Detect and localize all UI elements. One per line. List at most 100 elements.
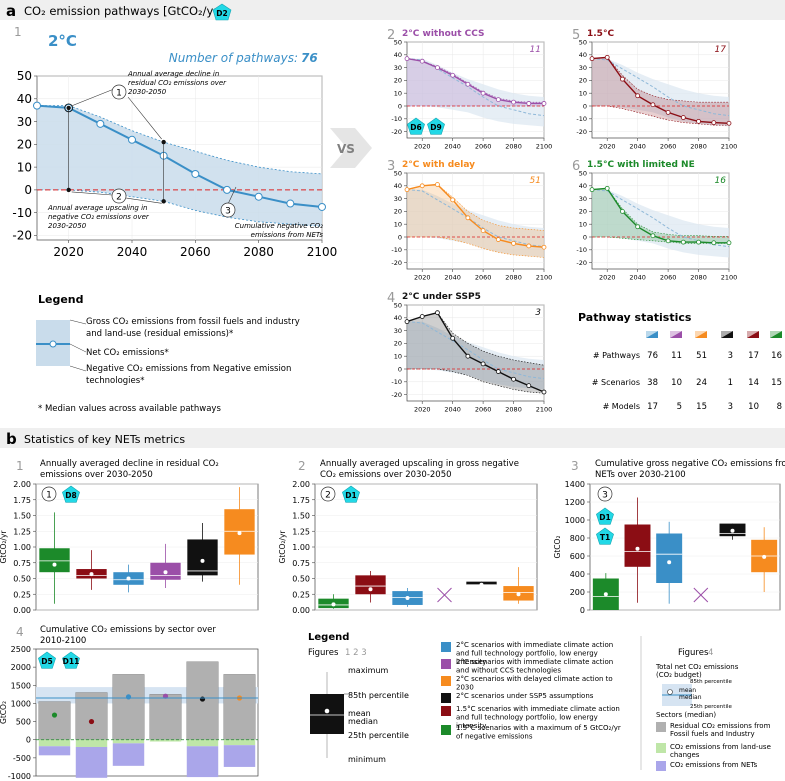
legend-swatch [441,659,451,669]
x-tick-label: 2100 [536,274,553,282]
y-tick-label: 0 [398,233,402,241]
net-point [404,56,410,62]
stats-value: 1 [728,378,733,388]
stats-value: 51 [696,351,707,361]
net-point [450,72,456,78]
y-tick-label: 0 [24,183,32,197]
net-line [591,56,730,124]
y-tick-label: -10 [12,206,32,220]
y-tick-label: 40 [394,51,402,59]
y-tick-label: -10 [576,115,587,123]
y-tick-label: 20 [17,138,32,152]
fig4-mean-dot [667,689,673,695]
small-chart-index: 2 [387,28,395,43]
y-tick-label: 1400 [565,480,585,489]
net-point [419,58,425,64]
x-tick-label: 2100 [536,143,553,151]
reference-line [406,189,545,248]
y-tick-label: 1500 [11,681,31,690]
fig4-total-line1: Total net CO₂ emissions [655,663,739,671]
x-tick-label: 2020 [414,274,431,282]
stats-value: 17 [647,402,658,412]
y-tick-label: 10 [579,89,587,97]
annotation-2-text: Annual average upscaling in negative CO₂ … [47,204,150,230]
net-point [465,353,471,359]
net-point [635,224,641,230]
y-tick-label: 1.50 [292,512,310,521]
net-point [96,119,105,128]
fig4-swatch [656,722,666,732]
stats-row-label: # Scenarios [592,378,640,387]
net-point [541,244,547,250]
stats-value: 24 [696,378,707,388]
annotation-1-text: Annual average decline in residual CO₂ em… [127,70,227,96]
y-tick-label: 1.50 [13,512,31,521]
stats-value: 3 [728,402,733,412]
y-tick-label: 1.25 [13,527,31,536]
y-tick-label: 1.25 [292,527,310,536]
badge-d2: D2 [212,3,232,21]
y-tick-label: 10 [17,160,32,174]
stats-row-label: # Pathways [593,351,640,360]
x-tick-label: 2040 [444,406,461,414]
x-tick-label: 2100 [721,143,738,151]
net-point [526,101,532,106]
y-tick-label: 40 [394,182,402,190]
stats-swatch [670,331,682,338]
y-tick-label: -20 [576,259,587,267]
pathway-statistics: Pathway statistics # Pathways 76 11 51 3 17 16… [578,311,782,412]
negative-line [592,105,729,126]
stats-value: 76 [647,351,658,361]
badge-label: D6 [410,123,421,132]
gross-line [591,188,729,237]
x-tick-label: 2040 [444,274,461,282]
legend-net: Net CO₂ emissions* [86,348,169,358]
x-tick-label: 2020 [414,143,431,151]
badge-d6: D6 [407,117,425,135]
net-point [726,120,732,126]
y-tick-label: -20 [391,128,402,136]
stats-swatch [670,331,682,338]
y-tick-label: 0.25 [292,590,310,599]
main-npath-value: 76 [301,51,318,65]
reference-line [406,321,545,380]
net-point [495,97,501,102]
small-chart-count: 3 [535,308,541,318]
y-tick-label: 0 [398,102,402,110]
gross-line [406,312,545,366]
fig4-p85: 85th percentile [690,679,733,685]
box-legend-label: mean [348,709,371,718]
envelope-area [592,188,729,244]
small-chart-title: 2°C with delay [402,160,475,170]
legend-swatch [441,725,451,735]
reference-area [407,58,544,127]
fig4-sector-text: Residual CO₂ emissions from Fossil fuels … [670,722,771,738]
x-tick-label: 2080 [505,143,522,151]
small-chart-title: 1.5°C [587,29,614,39]
annotation-arrow [227,186,237,205]
net-point [696,118,701,124]
y-tick-label: -10 [391,378,402,386]
vs-text: VS [337,142,355,156]
net-point [223,185,231,194]
stats-swatch [770,331,782,338]
y-tick-label: 50 [394,169,402,177]
net-point [480,90,486,96]
net-point [318,202,326,211]
y-tick-label: 10 [394,352,402,360]
bar-nets [112,743,145,766]
y-tick-label: 20 [394,208,402,216]
bar-residual [38,701,71,740]
net-line [406,57,544,105]
box-legend-label: 25th percentile [348,731,409,740]
y-tick-label: 30 [394,195,402,203]
stats-swatch [695,331,707,338]
net-point [696,239,701,245]
x-tick-label: 2040 [629,143,646,151]
x-tick-label: 2100 [721,274,738,282]
y-tick-label: 0.50 [13,575,31,584]
stats-swatch [646,331,658,338]
net-point [465,215,471,221]
annotation-ring [64,103,74,113]
y-tick-label: 50 [579,38,587,46]
